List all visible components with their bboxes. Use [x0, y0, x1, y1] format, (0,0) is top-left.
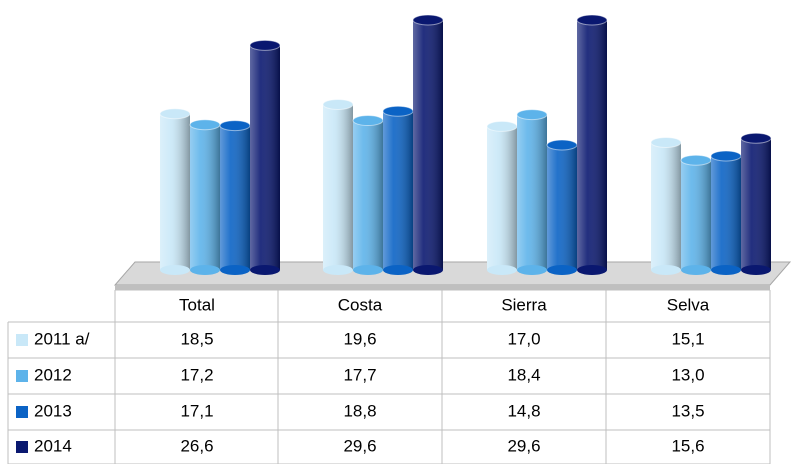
bar-base	[383, 265, 413, 275]
column-header: Sierra	[501, 295, 547, 314]
table-value: 17,0	[507, 329, 540, 348]
bar	[680, 154, 712, 275]
bar-base	[741, 265, 771, 275]
table-value: 18,5	[180, 329, 213, 348]
bar-base	[353, 265, 383, 275]
bar-shade	[711, 155, 741, 270]
bar-base	[220, 265, 250, 275]
legend-label: 2012	[34, 365, 72, 384]
floor-edge	[115, 285, 770, 290]
bar-shade	[681, 160, 711, 270]
table-value: 15,6	[671, 436, 704, 455]
table-value: 13,5	[671, 401, 704, 420]
table-value: 15,1	[671, 329, 704, 348]
bar-top	[412, 14, 444, 26]
bar	[546, 139, 578, 275]
bar-shade	[577, 20, 607, 270]
bar-top	[249, 39, 281, 51]
bar	[516, 109, 548, 275]
legend-label: 2013	[34, 401, 72, 420]
table-value: 17,7	[343, 365, 376, 384]
bar-shade	[517, 114, 547, 270]
bar-shade	[487, 126, 517, 271]
table-value: 18,8	[343, 401, 376, 420]
table-value: 29,6	[343, 436, 376, 455]
bar	[352, 115, 384, 275]
bar-top	[352, 115, 384, 127]
table-value: 19,6	[343, 329, 376, 348]
bar-shade	[190, 124, 220, 270]
bar-shade	[323, 104, 353, 270]
bar-base	[547, 265, 577, 275]
bar-top	[322, 98, 354, 110]
bar-base	[413, 265, 443, 275]
bar	[412, 14, 444, 275]
bar	[710, 150, 742, 275]
bar-shade	[160, 113, 190, 270]
bar-base	[517, 265, 547, 275]
bar-base	[651, 265, 681, 275]
bar	[159, 108, 191, 275]
bar	[249, 39, 281, 275]
bar-base	[487, 265, 517, 275]
bar-top	[740, 132, 772, 144]
column-header: Costa	[338, 295, 383, 314]
table-value: 17,2	[180, 365, 213, 384]
bar-top	[486, 120, 518, 132]
table-value: 29,6	[507, 436, 540, 455]
bar	[650, 136, 682, 275]
bar-base	[250, 265, 280, 275]
table-value: 14,8	[507, 401, 540, 420]
bar	[486, 120, 518, 275]
legend-label: 2011 a/	[34, 329, 90, 348]
bar	[740, 132, 772, 275]
bar-base	[681, 265, 711, 275]
bar-top	[546, 139, 578, 151]
bar	[576, 14, 608, 275]
bar-top	[516, 109, 548, 121]
table-value: 26,6	[180, 436, 213, 455]
legend-swatch	[16, 406, 28, 418]
bar	[219, 120, 251, 275]
bar-base	[323, 265, 353, 275]
bar-shade	[547, 145, 577, 270]
bar-shade	[353, 120, 383, 270]
legend-swatch	[16, 441, 28, 453]
bar-top	[576, 14, 608, 26]
bar-shade	[413, 20, 443, 270]
bar-shade	[250, 45, 280, 271]
bar-top	[219, 120, 251, 132]
bar-top	[680, 154, 712, 166]
bar	[189, 119, 221, 275]
bar-top	[159, 108, 191, 120]
bar	[382, 105, 414, 275]
column-header: Total	[179, 295, 215, 314]
column-header: Selva	[667, 295, 710, 314]
bar-top	[382, 105, 414, 117]
bar-top	[710, 150, 742, 162]
legend-label: 2014	[34, 436, 72, 455]
table-value: 18,4	[507, 365, 540, 384]
bar-top	[189, 119, 221, 131]
bar-shade	[651, 142, 681, 270]
bar-shade	[741, 138, 771, 270]
legend-swatch	[16, 370, 28, 382]
legend-swatch	[16, 334, 28, 346]
bar-base	[577, 265, 607, 275]
bar-top	[650, 136, 682, 148]
table-value: 13,0	[671, 365, 704, 384]
bar-base	[711, 265, 741, 275]
bar-shade	[220, 125, 250, 270]
bar-base	[190, 265, 220, 275]
bar-shade	[383, 111, 413, 270]
table-value: 17,1	[180, 401, 213, 420]
bar	[322, 98, 354, 275]
bar-base	[160, 265, 190, 275]
